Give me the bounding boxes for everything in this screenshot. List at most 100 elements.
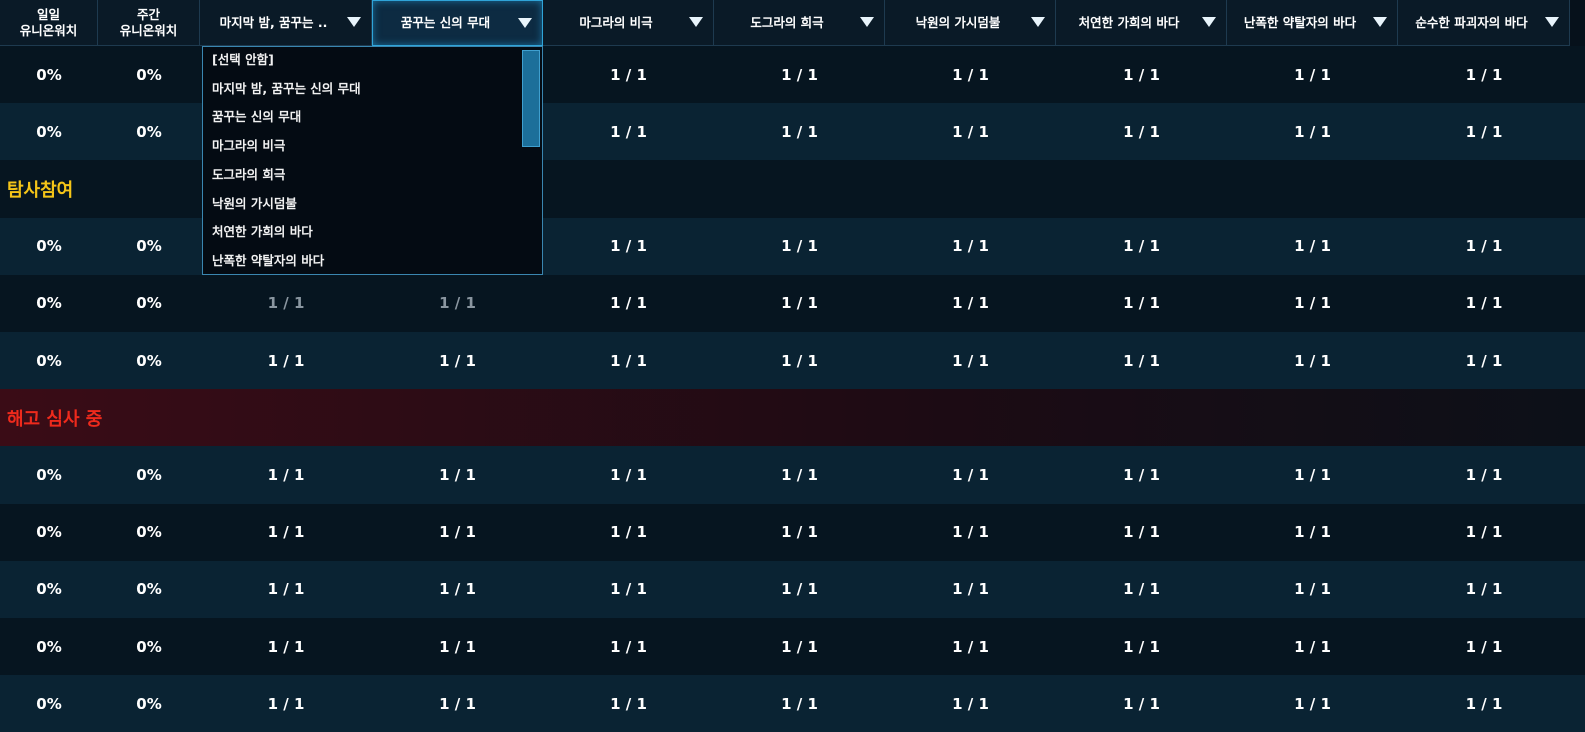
table-cell: 0% bbox=[136, 523, 162, 542]
table-cell: 1 / 1 bbox=[781, 465, 818, 484]
table-cell: 1 / 1 bbox=[952, 465, 989, 484]
table-cell: 1 / 1 bbox=[610, 694, 647, 713]
header-line: 주간 bbox=[136, 6, 160, 22]
table-cell: 0% bbox=[36, 122, 62, 141]
table-row: 0% 0% 1 / 1 1 / 1 1 / 1 1 / 1 1 / 1 1 / 1 1 / 1 1… bbox=[0, 503, 1585, 561]
dropdown-option[interactable]: 난폭한 약탈자의 바다 bbox=[212, 252, 325, 268]
dropdown-arrow[interactable] bbox=[518, 18, 532, 28]
column-header[interactable]: 마지막 밤, 꿈꾸는 .. bbox=[200, 0, 372, 46]
dropdown-arrow[interactable] bbox=[1545, 17, 1559, 27]
table-cell: 1 / 1 bbox=[1123, 637, 1160, 656]
table-cell: 0% bbox=[136, 465, 162, 484]
column-header[interactable]: 마그라의 비극 bbox=[543, 0, 714, 46]
table-cell: 1 / 1 bbox=[1123, 694, 1160, 713]
table-cell: 1 / 1 bbox=[1294, 465, 1331, 484]
dropdown-option[interactable]: 마그라의 비극 bbox=[212, 138, 286, 154]
table-cell: 1 / 1 bbox=[781, 65, 818, 84]
table-cell: 1 / 1 bbox=[1465, 237, 1503, 256]
table-row: 0% 0% 1 / 1 1 / 1 1 / 1 1 / 1 1 / 1 1 / 1 1 / 1 1… bbox=[0, 446, 1585, 504]
column-header[interactable]: 도그라의 희극 bbox=[714, 0, 885, 46]
dropdown-option[interactable]: 꿈꾸는 신의 무대 bbox=[212, 109, 302, 125]
table-cell: 1 / 1 bbox=[1465, 523, 1503, 542]
table-cell: 0% bbox=[36, 351, 62, 370]
table-cell: 1 / 1 bbox=[610, 65, 647, 84]
dropdown-option[interactable]: 낙원의 가시덤불 bbox=[212, 195, 297, 211]
dropdown-option[interactable]: 도그라의 희극 bbox=[212, 166, 286, 182]
table-cell: 1 / 1 bbox=[1465, 351, 1503, 370]
table-cell: 1 / 1 bbox=[952, 351, 989, 370]
table-cell: 0% bbox=[36, 580, 62, 599]
table-cell: 1 / 1 bbox=[781, 122, 818, 141]
dropdown-arrow[interactable] bbox=[1202, 17, 1216, 27]
table-cell: 1 / 1 bbox=[781, 523, 818, 542]
table-cell: 1 / 1 bbox=[610, 465, 647, 484]
table-cell: 1 / 1 bbox=[781, 351, 818, 370]
table-cell: 1 / 1 bbox=[1294, 122, 1331, 141]
table-cell: 1 / 1 bbox=[1294, 694, 1331, 713]
table-cell: 1 / 1 bbox=[439, 694, 476, 713]
table-cell: 1 / 1 bbox=[1465, 637, 1503, 656]
table-cell: 1 / 1 bbox=[267, 294, 305, 313]
table-cell: 0% bbox=[136, 122, 162, 141]
table-cell: 1 / 1 bbox=[1465, 294, 1503, 313]
table-cell: 1 / 1 bbox=[610, 294, 647, 313]
table-cell: 0% bbox=[36, 465, 62, 484]
table-cell: 0% bbox=[36, 65, 62, 84]
header-text: 순수한 파괴자의 바다 bbox=[1415, 14, 1528, 30]
table-cell: 0% bbox=[136, 637, 162, 656]
table-cell: 1 / 1 bbox=[1123, 294, 1160, 313]
dropdown-arrow[interactable] bbox=[860, 17, 874, 27]
table-cell: 1 / 1 bbox=[781, 694, 818, 713]
table-cell: 1 / 1 bbox=[267, 580, 305, 599]
table-row: 0% 0% 1 / 1 1 / 1 1 / 1 1 / 1 1 / 1 1 / 1 1 / 1 1… bbox=[0, 560, 1585, 618]
scrollbar[interactable] bbox=[522, 50, 540, 147]
header-text: 일일 유니온워치 bbox=[20, 7, 78, 39]
header-text: 마그라의 비극 bbox=[579, 14, 653, 30]
table-cell: 1 / 1 bbox=[1123, 580, 1160, 599]
dropdown-arrow[interactable] bbox=[1031, 17, 1045, 27]
table-cell: 1 / 1 bbox=[1465, 580, 1503, 599]
table-cell: 0% bbox=[136, 65, 162, 84]
table-cell: 0% bbox=[136, 294, 162, 313]
header-text: 난폭한 약탈자의 바다 bbox=[1243, 14, 1357, 30]
table-cell: 1 / 1 bbox=[439, 351, 476, 370]
column-header[interactable]: 꿈꾸는 신의 무대 bbox=[372, 0, 543, 46]
table-cell: 1 / 1 bbox=[267, 694, 305, 713]
table-cell: 1 / 1 bbox=[952, 523, 989, 542]
column-header: 일일 유니온워치 bbox=[0, 0, 98, 46]
table-cell: 1 / 1 bbox=[1465, 122, 1503, 141]
dropdown-option[interactable]: [선택 안함] bbox=[212, 52, 274, 67]
table-cell: 1 / 1 bbox=[1294, 351, 1331, 370]
dropdown-option[interactable]: 마지막 밤, 꿈꾸는 신의 무대 bbox=[212, 80, 361, 96]
table-cell: 1 / 1 bbox=[952, 694, 989, 713]
dropdown-arrow[interactable] bbox=[689, 17, 703, 27]
table-cell: 0% bbox=[36, 694, 62, 713]
table-cell: 0% bbox=[136, 694, 162, 713]
header-line: 유니온워치 bbox=[19, 22, 78, 38]
column-header[interactable]: 난폭한 약탈자의 바다 bbox=[1227, 0, 1398, 46]
table-cell: 1 / 1 bbox=[1123, 65, 1160, 84]
table-cell: 1 / 1 bbox=[1123, 523, 1160, 542]
column-header[interactable]: 낙원의 가시덤불 bbox=[885, 0, 1056, 46]
table-cell: 0% bbox=[36, 637, 62, 656]
dropdown-arrow[interactable] bbox=[347, 17, 361, 27]
header-text: 주간 유니온워치 bbox=[120, 7, 178, 39]
table-cell: 1 / 1 bbox=[267, 465, 305, 484]
header-text: 꿈꾸는 신의 무대 bbox=[400, 15, 491, 30]
dropdown-option[interactable]: 처연한 가희의 바다 bbox=[212, 224, 313, 240]
table-cell: 1 / 1 bbox=[952, 637, 989, 656]
table-cell: 0% bbox=[36, 294, 62, 313]
table-cell: 1 / 1 bbox=[267, 523, 305, 542]
dropdown-arrow[interactable] bbox=[1373, 17, 1387, 27]
table-cell: 1 / 1 bbox=[267, 351, 305, 370]
table-cell: 1 / 1 bbox=[1294, 523, 1331, 542]
table-cell: 1 / 1 bbox=[781, 637, 818, 656]
column-header[interactable]: 처연한 가희의 바다 bbox=[1056, 0, 1227, 46]
table-cell: 0% bbox=[36, 237, 62, 256]
table-cell: 1 / 1 bbox=[952, 65, 989, 84]
column-header[interactable]: 순수한 파괴자의 바다 bbox=[1398, 0, 1570, 46]
table-cell: 1 / 1 bbox=[1294, 580, 1331, 599]
table-cell: 1 / 1 bbox=[1294, 637, 1331, 656]
table-cell: 1 / 1 bbox=[952, 237, 989, 256]
